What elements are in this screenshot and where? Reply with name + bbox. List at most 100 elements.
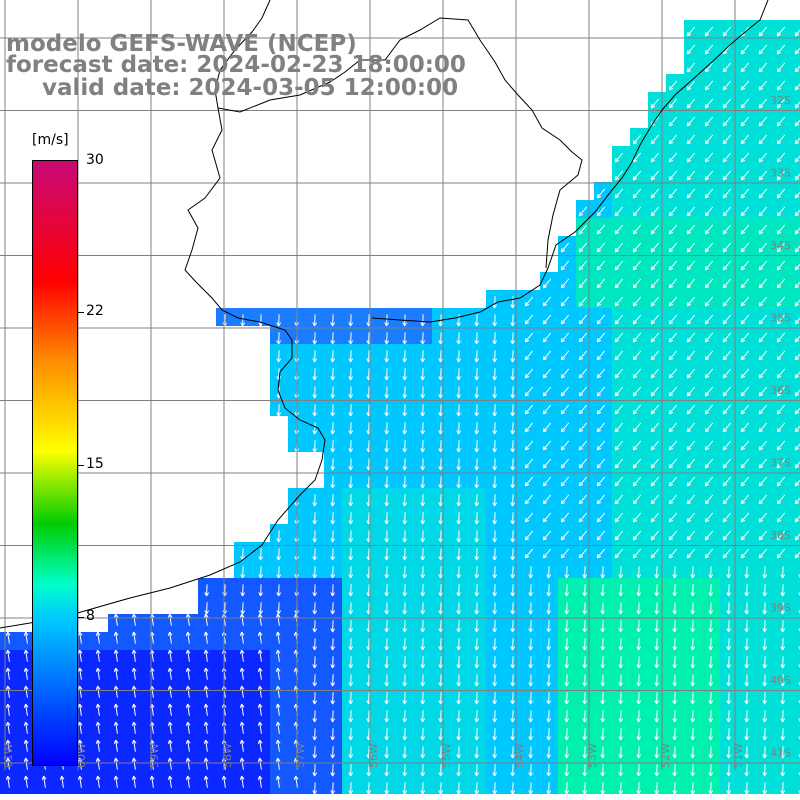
wind-arrow (564, 584, 570, 597)
wind-arrow (239, 667, 245, 680)
wind-arrow (654, 674, 660, 687)
wind-arrow (420, 314, 426, 327)
wind-arrow (582, 638, 588, 651)
wind-arrow (650, 350, 660, 361)
wind-arrow (510, 674, 516, 687)
wind-arrow (686, 26, 696, 37)
wind-arrow (492, 494, 498, 507)
wind-arrow (776, 404, 786, 415)
wind-arrow (474, 332, 480, 345)
lat-label: 35S (770, 312, 791, 325)
wind-arrow (438, 566, 444, 579)
wind-arrow (330, 512, 336, 525)
wind-arrow (524, 494, 534, 505)
wind-arrow (722, 386, 732, 397)
wind-arrow (492, 656, 498, 669)
wind-arrow (95, 757, 101, 770)
wind-arrow (456, 692, 462, 705)
wind-arrow (348, 566, 354, 579)
wind-arrow (402, 386, 408, 399)
wind-arrow (758, 476, 768, 487)
wind-arrow (23, 649, 29, 662)
wind-arrow (95, 775, 101, 788)
wind-arrow (776, 386, 786, 397)
wind-arrow (596, 206, 606, 217)
wind-arrow (438, 638, 444, 651)
wind-arrow (744, 566, 750, 579)
wind-arrow (650, 494, 660, 505)
wind-arrow (257, 667, 263, 680)
wind-arrow (726, 620, 732, 633)
wind-arrow (312, 782, 318, 795)
wind-arrow (456, 332, 462, 345)
wind-arrow (704, 350, 714, 361)
wind-arrow (672, 728, 678, 741)
wind-arrow (654, 692, 660, 705)
wind-arrow (704, 296, 714, 307)
wind-arrow (420, 332, 426, 345)
wind-arrow (722, 278, 732, 289)
wind-arrow (740, 152, 750, 163)
wind-arrow (686, 548, 696, 559)
wind-arrow (578, 350, 588, 361)
wind-arrow (560, 512, 570, 523)
wind-arrow (578, 440, 588, 451)
wind-arrow (582, 710, 588, 723)
wind-arrow (794, 425, 800, 433)
wind-arrow (794, 47, 800, 55)
wind-arrow (438, 674, 444, 687)
wind-arrow (708, 566, 714, 579)
wind-arrow (330, 314, 336, 327)
wind-arrow (113, 703, 119, 716)
wind-arrow (636, 782, 642, 795)
wind-arrow (596, 440, 606, 451)
wind-arrow (420, 656, 426, 669)
wind-arrow (578, 296, 588, 307)
wind-arrow (312, 512, 318, 525)
wind-arrow (456, 746, 462, 759)
wind-arrow (596, 476, 606, 487)
wind-arrow (524, 530, 534, 541)
wind-arrow (348, 620, 354, 633)
wind-arrow (275, 649, 281, 662)
wind-arrow (776, 62, 786, 73)
wind-arrow (686, 332, 696, 343)
wind-arrow (5, 631, 11, 644)
wind-arrow (668, 134, 678, 145)
wind-arrow (744, 584, 750, 597)
wind-arrow (632, 494, 642, 505)
wind-arrow (330, 746, 336, 759)
wind-arrow (722, 458, 732, 469)
wind-arrow (564, 620, 570, 633)
wind-arrow (474, 458, 480, 471)
wind-arrow (402, 458, 408, 471)
wind-arrow (510, 620, 516, 633)
wind-arrow (654, 710, 660, 723)
wind-arrow (528, 692, 534, 705)
wind-arrow (704, 260, 714, 271)
wind-arrow (704, 314, 714, 325)
wind-arrow (758, 80, 768, 91)
wind-arrow (690, 692, 696, 705)
wind-arrow (596, 458, 606, 469)
wind-arrow (726, 656, 732, 669)
wind-arrow (650, 512, 660, 523)
wind-arrow (578, 206, 588, 217)
wind-arrow (794, 551, 800, 559)
wind-arrow (560, 314, 570, 325)
wind-arrow (560, 422, 570, 433)
colorbar (32, 160, 78, 766)
wind-arrow (708, 710, 714, 723)
wind-cell (792, 344, 800, 362)
wind-arrow (794, 461, 800, 469)
wind-arrow (650, 530, 660, 541)
wind-arrow (722, 476, 732, 487)
wind-arrow (492, 674, 498, 687)
wind-arrow (794, 83, 800, 91)
colorbar-tickmark (78, 312, 84, 313)
wind-arrow (384, 404, 390, 417)
wind-arrow (77, 685, 83, 698)
wind-arrow (740, 224, 750, 235)
wind-arrow (672, 782, 678, 795)
wind-cell (792, 128, 800, 146)
